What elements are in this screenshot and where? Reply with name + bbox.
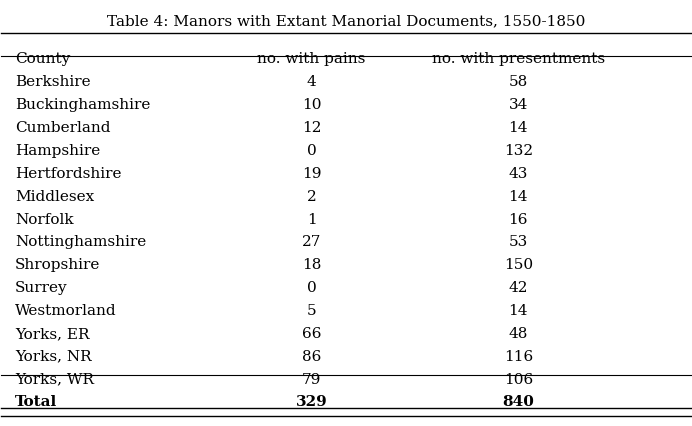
Text: 0: 0 — [307, 281, 316, 295]
Text: Total: Total — [15, 395, 57, 409]
Text: Buckinghamshire: Buckinghamshire — [15, 98, 151, 112]
Text: 79: 79 — [302, 373, 321, 386]
Text: 53: 53 — [509, 236, 528, 250]
Text: 19: 19 — [302, 167, 321, 181]
Text: 48: 48 — [509, 327, 528, 341]
Text: Cumberland: Cumberland — [15, 121, 111, 135]
Text: Nottinghamshire: Nottinghamshire — [15, 236, 147, 250]
Text: 840: 840 — [502, 395, 534, 409]
Text: 58: 58 — [509, 75, 528, 89]
Text: 66: 66 — [302, 327, 321, 341]
Text: 132: 132 — [504, 144, 533, 158]
Text: 86: 86 — [302, 350, 321, 364]
Text: 14: 14 — [509, 121, 528, 135]
Text: no. with presentments: no. with presentments — [432, 52, 605, 66]
Text: 5: 5 — [307, 304, 316, 318]
Text: Hertfordshire: Hertfordshire — [15, 167, 122, 181]
Text: 10: 10 — [302, 98, 321, 112]
Text: 16: 16 — [509, 213, 528, 227]
Text: 150: 150 — [504, 258, 533, 272]
Text: Norfolk: Norfolk — [15, 213, 74, 227]
Text: 116: 116 — [504, 350, 533, 364]
Text: 1: 1 — [307, 213, 316, 227]
Text: 42: 42 — [509, 281, 528, 295]
Text: 18: 18 — [302, 258, 321, 272]
Text: 14: 14 — [509, 304, 528, 318]
Text: Westmorland: Westmorland — [15, 304, 117, 318]
Text: Berkshire: Berkshire — [15, 75, 91, 89]
Text: 27: 27 — [302, 236, 321, 250]
Text: 4: 4 — [307, 75, 316, 89]
Text: 14: 14 — [509, 190, 528, 204]
Text: Table 4: Manors with Extant Manorial Documents, 1550-1850: Table 4: Manors with Extant Manorial Doc… — [107, 14, 585, 28]
Text: 2: 2 — [307, 190, 316, 204]
Text: Middlesex: Middlesex — [15, 190, 94, 204]
Text: 106: 106 — [504, 373, 533, 386]
Text: Hampshire: Hampshire — [15, 144, 100, 158]
Text: 0: 0 — [307, 144, 316, 158]
Text: 34: 34 — [509, 98, 528, 112]
Text: Shropshire: Shropshire — [15, 258, 100, 272]
Text: no. with pains: no. with pains — [257, 52, 366, 66]
Text: 12: 12 — [302, 121, 321, 135]
Text: Yorks, WR: Yorks, WR — [15, 373, 94, 386]
Text: County: County — [15, 52, 71, 66]
Text: Yorks, ER: Yorks, ER — [15, 327, 90, 341]
Text: Surrey: Surrey — [15, 281, 68, 295]
Text: Yorks, NR: Yorks, NR — [15, 350, 92, 364]
Text: 43: 43 — [509, 167, 528, 181]
Text: 329: 329 — [295, 395, 327, 409]
